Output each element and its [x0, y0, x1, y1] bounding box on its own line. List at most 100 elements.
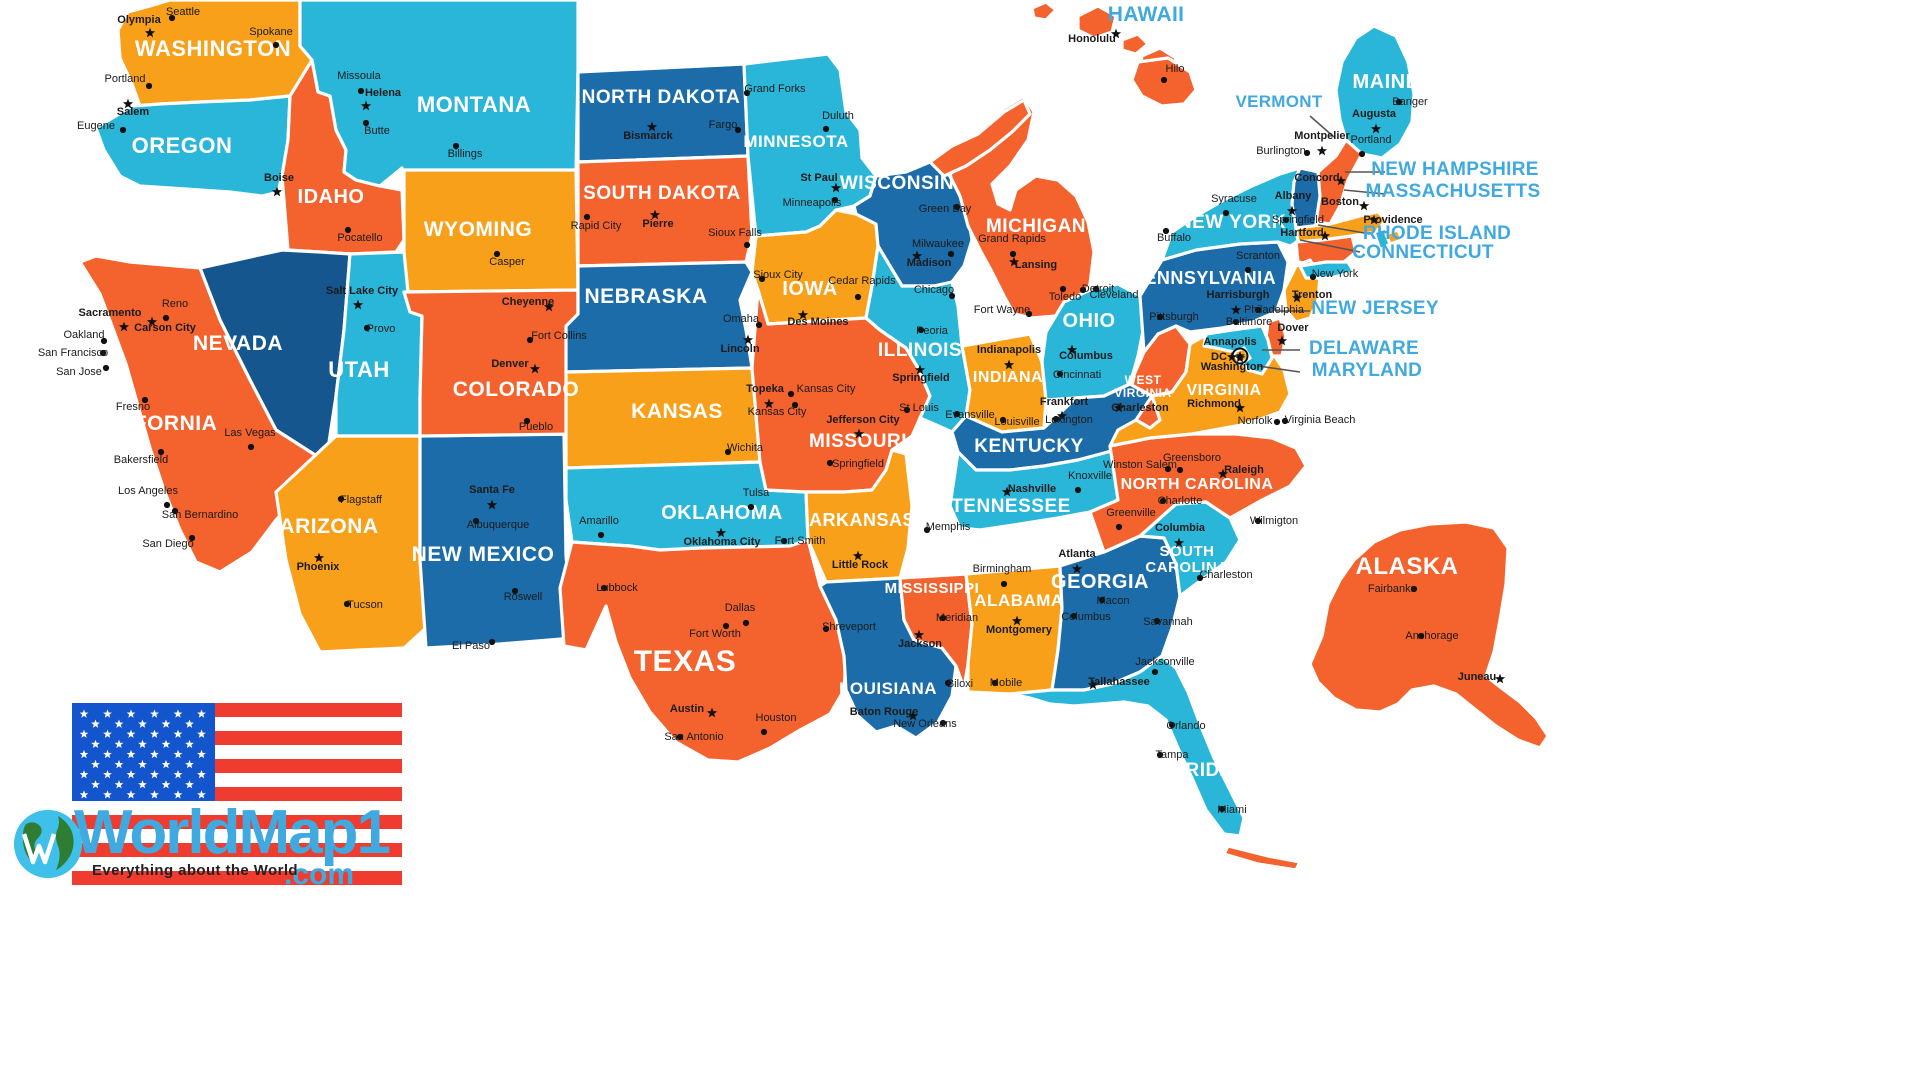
state-label-kansas: KANSAS [631, 400, 723, 423]
city-label: Fort Wayne [974, 304, 1030, 316]
city-dot-marker [247, 443, 255, 451]
state-south-dakota[interactable] [576, 154, 754, 268]
city-label: New York [1312, 268, 1359, 280]
city-dot-marker [1070, 612, 1078, 620]
region-hawaii2[interactable] [1076, 4, 1118, 40]
state-label-wyoming: WYOMING [424, 218, 533, 241]
capital-star-marker [1234, 402, 1246, 413]
city-label: Los Angeles [118, 485, 178, 497]
state-label-alabama: ALABAMA [974, 591, 1063, 610]
state-nebraska[interactable] [564, 260, 754, 374]
logo-tagline: Everything about the World [92, 862, 298, 879]
city-label: Wichita [727, 442, 764, 454]
state-alaska[interactable] [1308, 520, 1550, 750]
state-texas[interactable] [558, 538, 848, 764]
state-california[interactable] [78, 254, 328, 574]
state-label-colorado: COLORADO [453, 378, 580, 401]
city-label: Savannah [1143, 616, 1193, 628]
capital-star-marker [1368, 214, 1380, 225]
state-label-utah: UTAH [328, 357, 389, 382]
state-oregon[interactable] [94, 94, 292, 198]
callout-maryland[interactable]: MARYLAND [1312, 360, 1422, 381]
city-label: Denver [491, 358, 529, 370]
state-label-oregon: OREGON [132, 133, 233, 158]
city-label: Minneapolis [783, 197, 842, 209]
city-dot-marker [1074, 486, 1082, 494]
city-label: Pocatello [337, 232, 382, 244]
city-label: Oklahoma City [683, 536, 761, 548]
state-florida[interactable] [1008, 654, 1246, 838]
capital-star-marker [1217, 468, 1229, 479]
state-missouri[interactable] [750, 288, 932, 494]
callout-rhode-island[interactable]: RHODE ISLAND [1363, 223, 1511, 244]
callout-connecticut[interactable]: CONNECTICUT [1352, 242, 1494, 263]
capital-star-marker [907, 710, 919, 721]
state-label-michigan: MICHIGAN [986, 216, 1086, 237]
state-arkansas[interactable] [804, 448, 914, 584]
state-label-arkansas: ARKANSAS [809, 510, 915, 530]
region-hawaii1[interactable] [1030, 0, 1058, 22]
state-label-louisiana: LOUISIANA [839, 679, 937, 698]
city-dot-marker [145, 82, 153, 90]
state-arizona[interactable] [274, 434, 428, 654]
flag-stripe [72, 857, 402, 871]
state-michigan[interactable] [948, 94, 1096, 320]
city-dot-marker [923, 526, 931, 534]
state-ohio[interactable] [1040, 282, 1146, 402]
region-hawaii3[interactable] [1120, 32, 1150, 56]
city-dot-marker [947, 250, 955, 258]
city-label: Grand Rapids [978, 233, 1046, 245]
city-label: Toledo [1049, 291, 1081, 303]
state-shapes-layer[interactable] [78, 0, 1550, 872]
city-label: Knoxville [1068, 470, 1112, 482]
city-dot-marker [119, 126, 127, 134]
city-label: Syracuse [1211, 193, 1257, 205]
city-label: Jefferson City [826, 414, 900, 426]
callout-delaware[interactable]: DELAWARE [1309, 338, 1419, 359]
state-north-dakota[interactable] [576, 62, 750, 164]
flag-stripe [72, 871, 402, 885]
capital-star-marker [853, 428, 865, 439]
capital-star-marker [646, 121, 658, 132]
state-north-carolina[interactable] [1088, 432, 1308, 554]
dc-marker [1231, 347, 1249, 365]
callout-massachusetts[interactable]: MASSACHUSETTS [1366, 181, 1541, 202]
capital-star-marker [763, 398, 775, 409]
state-label-texas: TEXAS [634, 645, 737, 678]
state-maine[interactable] [1334, 24, 1416, 160]
city-dot-marker [953, 410, 961, 418]
city-label: Springfield [1272, 214, 1324, 226]
capital-star-marker [830, 182, 842, 193]
capital-star-marker [122, 98, 134, 109]
worldmap1-logo[interactable]: WorldMap1 .com Everything about the Worl… [14, 800, 414, 892]
city-label: Detroit [1082, 283, 1114, 295]
city-dot-marker [157, 448, 165, 456]
callout-vermont[interactable]: VERMONT [1235, 92, 1322, 111]
city-label: Washington [1201, 361, 1264, 373]
city-label: Dover [1277, 322, 1309, 334]
city-dot-marker [1254, 517, 1262, 525]
region-nantucket[interactable] [1384, 228, 1404, 246]
city-label: Springfield [832, 458, 884, 470]
callout-new-hampshire[interactable]: NEW HAMPSHIRE [1371, 159, 1539, 180]
city-label: Charlotte [1158, 495, 1203, 507]
city-label: Lincoln [720, 343, 759, 355]
state-illinois[interactable] [864, 244, 972, 434]
capital-star-marker [1011, 615, 1023, 626]
region-flkeys[interactable] [1222, 844, 1302, 872]
flag-stripe [72, 843, 402, 857]
city-label: Memphis [926, 521, 971, 533]
city-label: Little Rock [832, 559, 889, 571]
city-dot-marker [1159, 497, 1167, 505]
city-dot-marker [743, 241, 751, 249]
callout-hawaii[interactable]: HAWAII [1108, 3, 1184, 26]
state-label-mississippi: MISSISSIPPI [885, 580, 980, 597]
state-new-mexico[interactable] [418, 432, 576, 650]
city-dot-marker [1232, 318, 1240, 326]
region-mich_up[interactable] [928, 98, 1032, 178]
callout-new-jersey[interactable]: NEW JERSEY [1311, 298, 1439, 319]
city-label: Fort Collins [531, 330, 587, 342]
